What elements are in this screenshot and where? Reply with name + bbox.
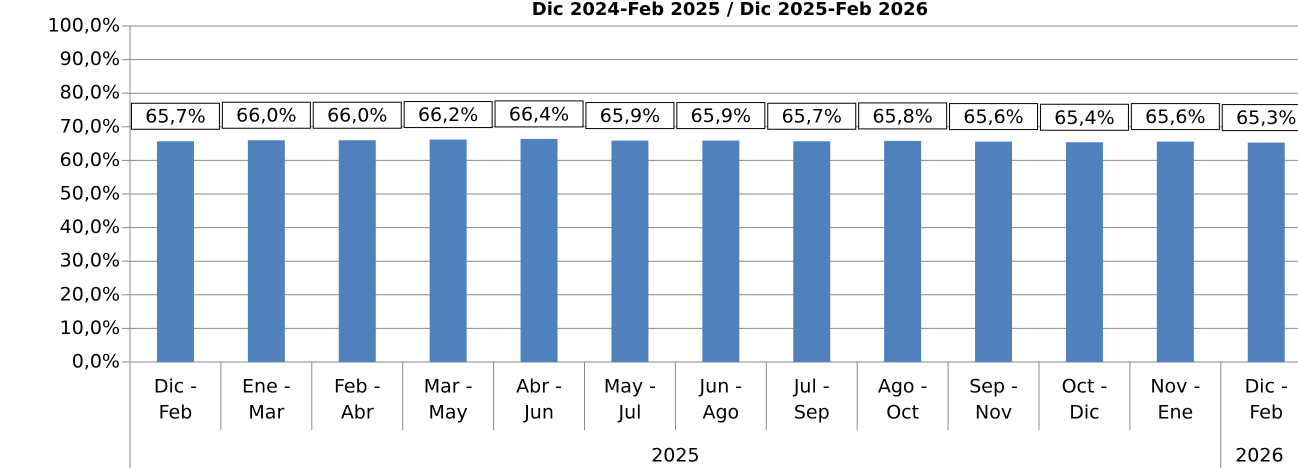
x-tick-label: Ago xyxy=(703,402,740,424)
data-label: 66,4% xyxy=(509,103,569,125)
x-tick-label: Oct - xyxy=(1062,376,1108,398)
data-label-box xyxy=(312,101,402,129)
x-group-label: 2026 xyxy=(1235,445,1283,467)
x-tick-label: Jun xyxy=(523,402,554,424)
data-label: 65,3% xyxy=(1236,107,1296,129)
y-tick-label: 90,0% xyxy=(60,48,120,70)
chart-title: Dic 2024-Feb 2025 / Dic 2025-Feb 2026 xyxy=(532,0,928,20)
x-tick-label: Feb xyxy=(1249,402,1283,424)
x-tick-label: Jun - xyxy=(699,376,743,398)
x-tick-label: Oct xyxy=(886,402,919,424)
x-tick-label: Feb xyxy=(159,402,193,424)
data-label: 65,4% xyxy=(1054,107,1114,129)
bar xyxy=(1247,142,1285,362)
data-label-box xyxy=(1221,104,1298,132)
y-tick-label: 60,0% xyxy=(60,149,120,171)
x-tick-label: May xyxy=(429,402,468,424)
data-label-box xyxy=(403,101,493,129)
data-label: 65,9% xyxy=(691,105,751,127)
x-tick-label: Jul - xyxy=(793,376,830,398)
data-label-box xyxy=(1130,103,1220,131)
x-tick-label: Mar xyxy=(248,402,284,424)
bar xyxy=(884,140,922,362)
data-label: 65,6% xyxy=(1145,106,1205,128)
x-tick-label: Abr - xyxy=(516,376,562,398)
y-tick-label: 80,0% xyxy=(60,82,120,104)
bar xyxy=(247,140,285,362)
y-tick-label: 50,0% xyxy=(60,183,120,205)
bar xyxy=(429,139,467,362)
bar xyxy=(338,140,376,362)
data-label: 66,2% xyxy=(418,104,478,126)
bar xyxy=(520,138,558,362)
data-label-box xyxy=(221,101,311,129)
x-tick-label: Abr xyxy=(341,402,374,424)
bar xyxy=(156,141,194,362)
x-tick-label: Mar - xyxy=(424,376,473,398)
x-tick-label: Feb - xyxy=(334,376,381,398)
bar xyxy=(793,141,831,362)
x-tick-label: May - xyxy=(604,376,656,398)
data-label-box xyxy=(130,102,220,130)
x-tick-label: Ago - xyxy=(878,376,928,398)
y-tick-label: 40,0% xyxy=(60,216,120,238)
data-label-box xyxy=(949,103,1039,131)
bar xyxy=(975,141,1013,362)
data-label-box xyxy=(858,102,948,130)
x-tick-label: Sep xyxy=(794,402,830,424)
x-tick-label: Jul xyxy=(617,402,641,424)
data-label: 66,0% xyxy=(327,105,387,127)
data-label: 65,8% xyxy=(872,105,932,127)
data-label-box xyxy=(494,100,584,128)
x-tick-label: Dic - xyxy=(154,376,197,398)
x-tick-label: Nov xyxy=(975,402,1012,424)
bar xyxy=(1065,142,1103,362)
bar xyxy=(702,140,740,362)
x-tick-label: Nov - xyxy=(1150,376,1200,398)
data-label-box xyxy=(585,102,675,130)
y-tick-label: 70,0% xyxy=(60,115,120,137)
y-tick-label: 30,0% xyxy=(60,250,120,272)
x-group-label: 2025 xyxy=(651,445,699,467)
data-label-box xyxy=(767,102,857,130)
x-tick-label: Ene - xyxy=(242,376,291,398)
data-label-box xyxy=(676,102,766,130)
y-tick-label: 100,0% xyxy=(48,15,120,37)
y-tick-label: 0,0% xyxy=(72,351,120,373)
bar xyxy=(611,140,649,362)
data-label: 65,6% xyxy=(963,106,1023,128)
data-label: 65,7% xyxy=(145,106,205,128)
data-label-box xyxy=(1039,103,1129,131)
data-label: 65,7% xyxy=(782,106,842,128)
data-label: 66,0% xyxy=(236,105,296,127)
x-tick-label: Sep - xyxy=(969,376,1018,398)
bar xyxy=(1156,141,1194,362)
x-tick-label: Dic xyxy=(1069,402,1099,424)
x-tick-label: Dic - xyxy=(1245,376,1288,398)
y-tick-label: 10,0% xyxy=(60,317,120,339)
x-tick-label: Ene xyxy=(1157,402,1193,424)
data-label: 65,9% xyxy=(600,105,660,127)
y-tick-label: 20,0% xyxy=(60,283,120,305)
